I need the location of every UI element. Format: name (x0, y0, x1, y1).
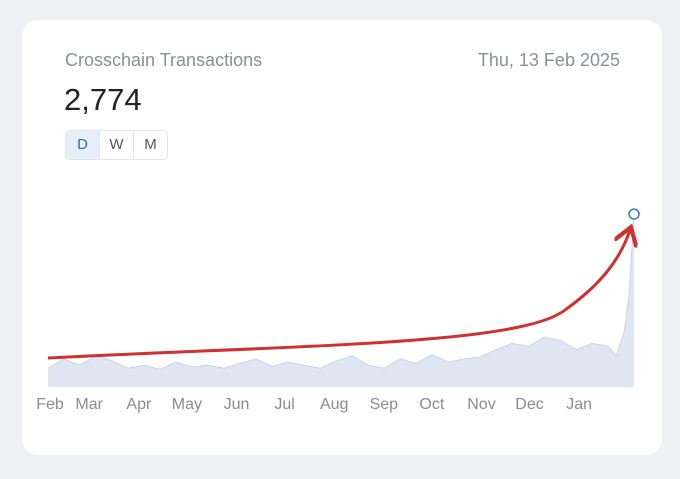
latest-point (628, 208, 640, 220)
period-button[interactable]: D (66, 131, 100, 159)
period-button[interactable]: M (144, 136, 157, 153)
x-tick-label: Aug (320, 396, 348, 413)
x-tick-label: Apr (126, 396, 152, 413)
x-tick-label: Jan (566, 396, 592, 413)
x-tick-label: Feb (36, 396, 64, 413)
period-button[interactable]: W (100, 131, 134, 159)
card-title: Crosschain Transactions (65, 50, 263, 70)
x-tick-label: Nov (467, 396, 495, 413)
x-tick-label: May (172, 396, 202, 413)
period-toggle: D W M (65, 130, 168, 160)
trend-arrow (47, 230, 630, 360)
x-tick-label: Sep (370, 396, 399, 413)
x-tick-label: Oct (419, 396, 444, 413)
x-tick-label: Jul (274, 396, 294, 413)
current-value: 2,774 (64, 82, 142, 117)
x-tick-label: Mar (75, 396, 103, 413)
x-tick-label: Jun (224, 396, 250, 413)
area (48, 214, 634, 387)
area-line (47, 214, 635, 371)
date: Thu, 13 Feb 2025 (477, 50, 620, 70)
x-tick-label: Dec (515, 396, 543, 413)
